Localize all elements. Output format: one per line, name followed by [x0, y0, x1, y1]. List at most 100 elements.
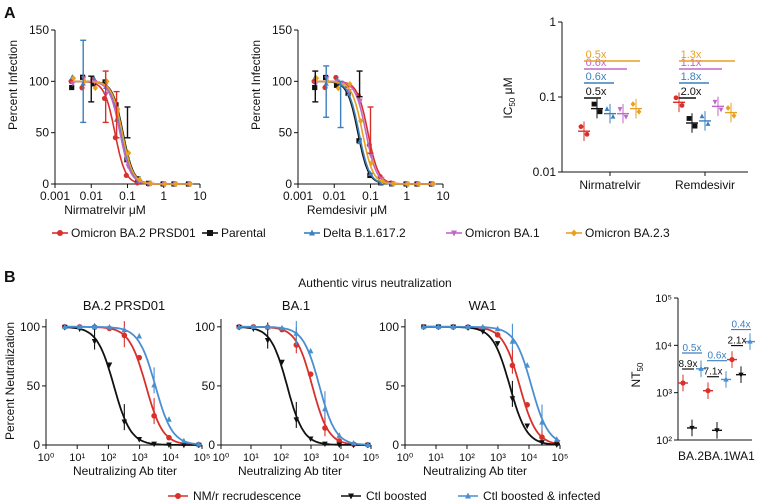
subplot-title: BA.2 PRSD01 — [83, 298, 165, 313]
point-1 — [69, 84, 75, 91]
curve-omicron-ba-2-prsd01 — [316, 80, 433, 185]
point-2 — [91, 323, 98, 330]
y-tick-label: 10² — [656, 435, 672, 447]
point-2 — [76, 323, 83, 330]
fold-label: 2.0x — [681, 86, 702, 98]
x-tick-label: 10² — [273, 452, 289, 464]
point-1 — [336, 442, 343, 449]
ic50-point — [578, 124, 584, 130]
point-0 — [336, 438, 343, 444]
point-4 — [369, 159, 375, 166]
x-cat-label: Nirmatrelvir — [579, 178, 640, 192]
curve-omicron-ba-2-3 — [73, 80, 190, 185]
legend-label: Omicron BA.2.3 — [585, 226, 670, 240]
x-tick-label: 0.1 — [119, 189, 136, 203]
ic50-point — [718, 107, 724, 113]
x-tick-label: 10⁵ — [194, 452, 211, 464]
fold-label: 0.6x — [586, 71, 607, 83]
point-4 — [115, 106, 121, 113]
point-4 — [430, 180, 436, 188]
point-0 — [524, 402, 530, 408]
point-4 — [173, 180, 179, 188]
b2-xlabel: Neutralizing Ab titer — [238, 464, 342, 478]
a2-ylabel: Percent Infection — [249, 40, 263, 130]
y-tick-label: 1 — [549, 15, 556, 29]
point-1 — [524, 423, 530, 430]
ic50-point — [623, 114, 629, 120]
legend-label: Parental — [221, 226, 266, 240]
point-4 — [92, 84, 98, 92]
curve-delta-b-1-617-2 — [316, 80, 433, 185]
nt50-point — [698, 365, 704, 371]
subplot-title: WA1 — [469, 298, 497, 313]
fold-label: 8.9x — [679, 359, 698, 370]
a2-xlabel: Remdesivir μM — [307, 203, 387, 217]
point-0 — [136, 354, 143, 361]
y-tick-label: 0.01 — [533, 165, 557, 179]
legend-label: NM/r recrudescence — [193, 489, 301, 503]
nt50-point — [738, 372, 744, 378]
x-tick-label: 10⁵ — [552, 452, 569, 464]
point-1 — [494, 341, 501, 347]
x-tick-label: 10⁵ — [363, 452, 380, 464]
point-4 — [137, 176, 143, 183]
point-2 — [553, 436, 560, 442]
x-tick-label: 10³ — [132, 452, 148, 464]
x-tick-label: 10³ — [303, 452, 319, 464]
nt50-point — [705, 388, 711, 394]
legend-a: Omicron BA.2 PRSD01 Parental Delta B.1.617… — [52, 226, 670, 240]
ic50-point — [617, 107, 623, 112]
point-2 — [181, 437, 187, 444]
y-tick-label: 100 — [20, 320, 40, 334]
nt50-point — [714, 428, 720, 434]
x-tick-label: 10⁴ — [521, 452, 538, 464]
point-2 — [480, 323, 486, 330]
x-tick-label: 10² — [100, 452, 116, 464]
fold-label: 0.6x — [708, 351, 727, 362]
legend-marker — [465, 492, 471, 499]
y-tick-label: 0 — [208, 438, 215, 452]
y-tick-label: 50 — [36, 126, 50, 140]
point-2 — [356, 138, 363, 145]
point-2 — [367, 170, 374, 176]
point-4 — [347, 81, 353, 88]
y-tick-label: 150 — [29, 23, 49, 37]
point-2 — [524, 362, 530, 368]
x-tick-label: 0.001 — [283, 189, 313, 203]
point-2 — [195, 441, 202, 447]
point-2 — [435, 323, 442, 330]
ic50-point — [731, 112, 737, 119]
curve-2 — [423, 325, 561, 442]
point-4 — [324, 78, 331, 85]
x-tick-label: 1 — [403, 189, 410, 203]
point-2 — [106, 324, 113, 330]
b-title: Authentic virus neutralization — [298, 276, 451, 290]
point-2 — [346, 90, 352, 97]
ic50-point — [692, 123, 698, 129]
legend-label: Ctl boosted & infected — [483, 489, 600, 503]
y-tick-label: 0.1 — [539, 90, 556, 104]
y-tick-label: 50 — [386, 379, 400, 393]
point-2 — [336, 432, 343, 438]
point-2 — [61, 323, 68, 330]
fold-label: 0.5x — [586, 49, 607, 61]
point-1 — [181, 442, 187, 449]
legend-marker — [57, 230, 63, 236]
legend-label: Omicron BA.1 — [465, 226, 540, 240]
point-4 — [405, 180, 411, 188]
point-1 — [136, 437, 143, 443]
point-2 — [420, 323, 427, 330]
point-2 — [279, 324, 285, 331]
point-2 — [264, 323, 271, 330]
fold-label: 7.1x — [704, 367, 723, 378]
y-tick-label: 150 — [272, 23, 292, 37]
point-1 — [166, 442, 172, 449]
subplot-title: BA.1 — [282, 298, 310, 313]
ic50-point — [673, 95, 679, 101]
curve-omicron-ba-2-3 — [316, 80, 433, 185]
chart-a2: Percent Infection Remdesivir μM 0 50 100 15… — [249, 23, 450, 217]
point-4 — [126, 149, 132, 157]
fold-label: 0.4x — [732, 320, 751, 331]
